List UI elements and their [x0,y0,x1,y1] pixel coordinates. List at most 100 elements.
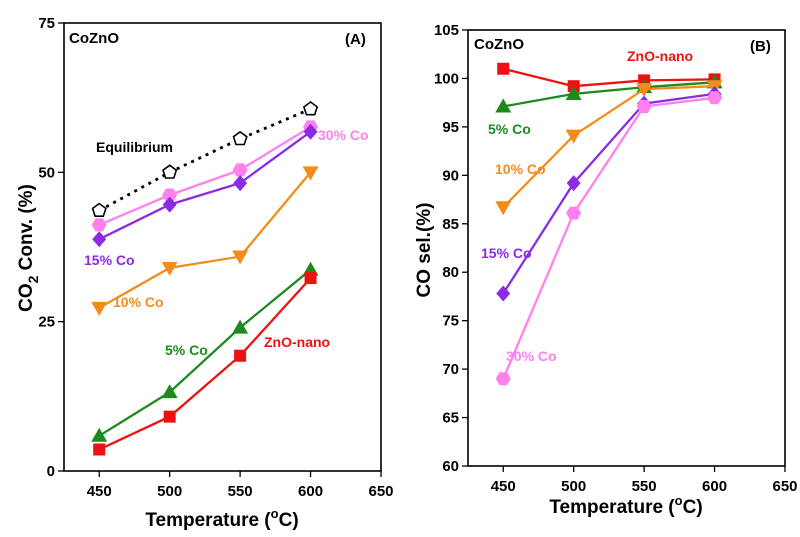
data-point [566,206,582,220]
data-point [91,218,107,232]
data-point [636,83,653,98]
x-tick-label: 500 [561,478,586,495]
series-line [98,277,312,451]
data-point [162,196,177,213]
data-point [636,100,652,113]
y-tick-label: 25 [38,314,55,331]
data-point [232,250,249,265]
x-tick-label: 650 [368,483,393,500]
data-point [303,123,318,140]
series-15-co [496,85,722,302]
y-tick-label: 75 [442,313,459,330]
y-tick-label: 95 [442,119,459,136]
series-label-equilibrium: Equilibrium [96,139,173,155]
series-label-30-co: 30% Co [506,348,557,364]
series-label-5-co: 5% Co [488,121,531,137]
y-tick-label: 65 [442,410,459,427]
series-equilibrium [91,101,319,217]
y-axis-title: CO sel.(%) [414,202,435,297]
data-point [495,201,512,216]
series-label-15-co: 15% Co [481,245,532,261]
x-tick-label: 550 [632,478,657,495]
series-15-co [92,123,318,248]
data-point [234,349,247,362]
series-label-5-co: 5% Co [165,342,208,358]
y-tick-label: 85 [442,216,459,233]
x-tick-label: 500 [157,483,182,500]
data-point [161,261,178,276]
data-point [707,91,723,105]
data-point [565,85,582,100]
series-line [502,92,715,295]
y-tick-label: 50 [38,164,55,181]
sample-label: CoZnO [474,36,524,53]
x-tick-label: 600 [298,483,323,500]
data-point [302,101,319,116]
data-point [163,410,176,423]
y-tick-label: 60 [442,458,459,475]
series-label-zno-nano: ZnO-nano [264,334,330,350]
x-tick-label: 600 [702,478,727,495]
data-point [162,164,178,179]
data-point [232,163,248,177]
data-point [497,62,510,75]
series-line [98,171,312,309]
series-line [502,85,715,209]
series-label-30-co: 30% Co [318,127,369,143]
x-tick-label: 550 [228,483,253,500]
series-10-co [91,166,319,316]
data-point [162,188,178,202]
series-line [502,81,715,108]
y-tick-label: 0 [47,463,55,480]
series-30-co [91,120,319,232]
series-line [502,67,715,88]
data-point [91,301,108,316]
series-label-10-co: 10% Co [495,161,546,177]
data-point [304,272,317,285]
data-point [496,285,511,302]
data-point [495,372,511,386]
series-line [98,125,312,226]
data-point [232,130,248,146]
series-label-zno-nano: ZnO-nano [627,48,693,64]
series-line [502,96,715,380]
data-point [91,427,108,442]
panel-label: (B) [750,38,771,55]
data-point [565,129,582,144]
series-line [98,107,312,212]
x-axis-title: Temperature (oC) [549,493,702,518]
data-point [232,319,249,334]
y-tick-label: 75 [38,15,55,32]
x-tick-label: 450 [87,483,112,500]
y-tick-label: 100 [434,70,459,87]
data-point [93,443,106,456]
data-point [92,231,107,248]
data-point [302,166,319,181]
plot-frame [467,29,786,467]
x-tick-label: 650 [772,478,797,495]
series-30-co [495,91,723,386]
sample-label: CoZnO [69,30,119,47]
data-point [233,175,248,192]
series-zno-nano [93,272,317,456]
x-tick-label: 450 [491,478,516,495]
y-tick-label: 70 [442,361,459,378]
y-tick-label: 105 [434,22,459,39]
data-point [161,384,178,399]
series-line [98,268,312,437]
y-tick-label: 90 [442,167,459,184]
series-10-co [495,80,723,216]
data-point [566,175,581,192]
x-axis-title: Temperature (oC) [145,506,298,531]
series-label-15-co: 15% Co [84,252,135,268]
chart-panel-b: 450 500 550 600 650 60 65 70 75 80 85 90 95 100 105 ZnO… [414,22,798,518]
plot-frame [63,22,382,472]
data-point [495,98,512,113]
series-line [98,130,312,241]
data-point [91,202,107,217]
chart-panel-a: 450 500 550 600 650 0 25 50 75 Equilibrium 30% Co 1… [16,15,394,531]
y-tick-label: 80 [442,264,459,281]
series-label-10-co: 10% Co [113,294,164,310]
y-axis-title: CO2 Conv. (%) [16,184,41,312]
